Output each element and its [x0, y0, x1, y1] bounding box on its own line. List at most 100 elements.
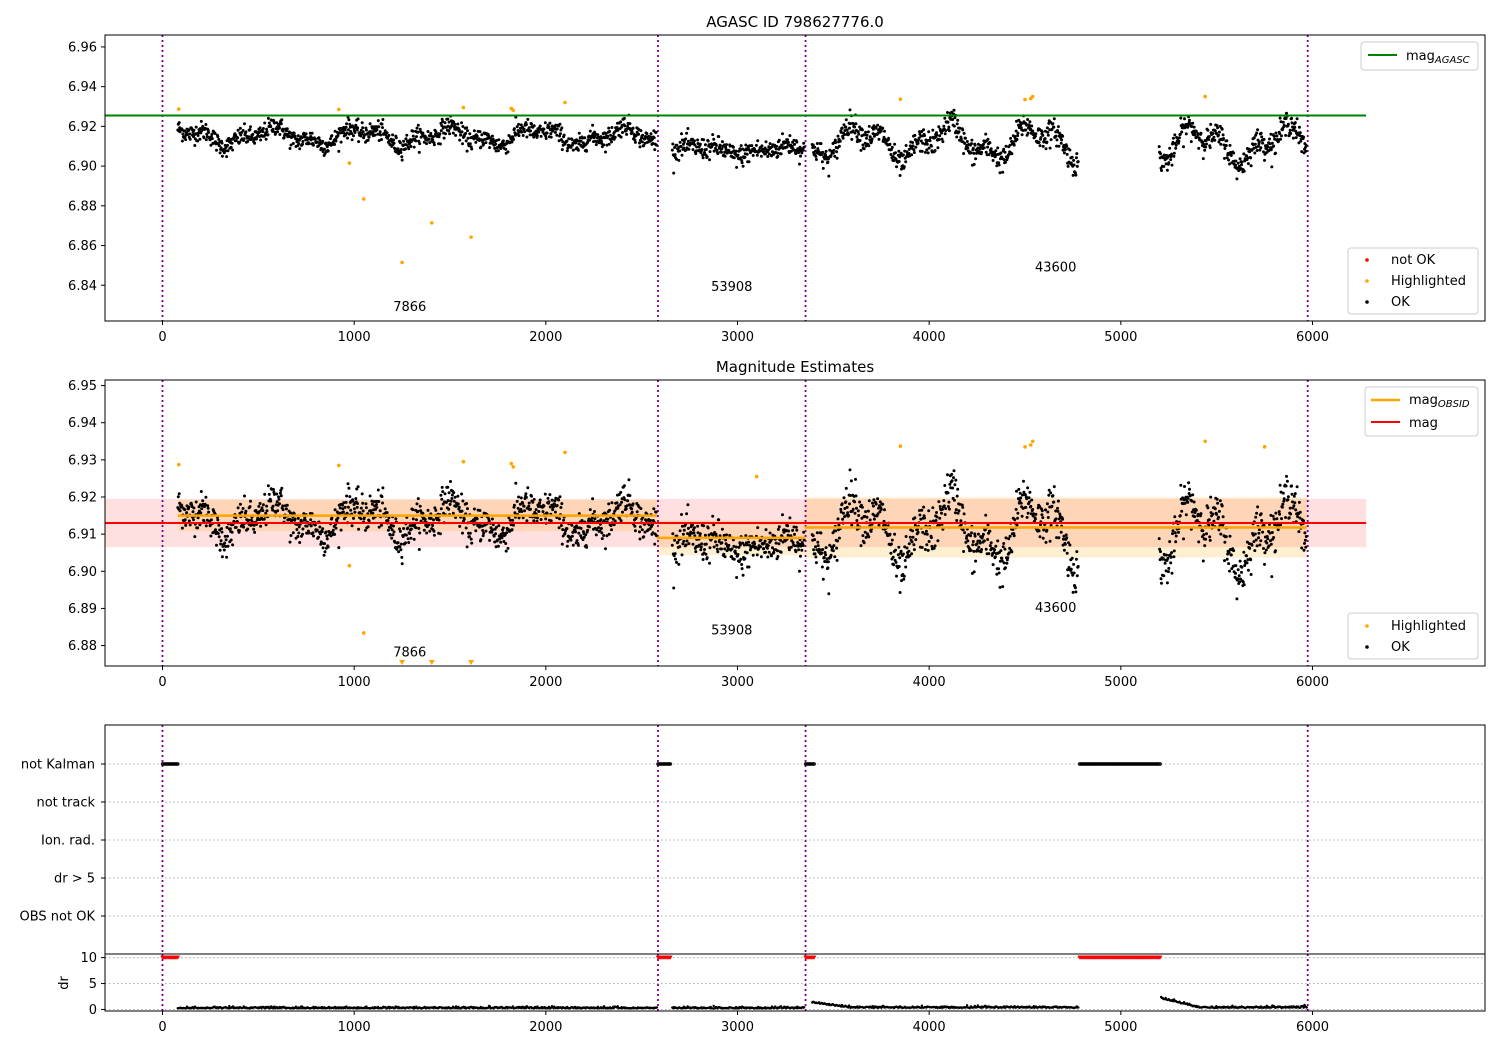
magest-point-457	[386, 519, 390, 522]
agasc-point-444	[380, 122, 384, 126]
magest-point-1155	[722, 533, 726, 537]
agasc-point-1897	[1071, 173, 1075, 177]
magest-point-316	[321, 546, 325, 550]
agasc-point-824	[555, 133, 559, 137]
agasc-point-1555	[914, 145, 918, 149]
magest-point-444	[380, 495, 384, 499]
magest-point-618	[460, 509, 464, 513]
magest-highlighted-point-4	[461, 459, 466, 464]
magest-point-2159	[1272, 517, 1276, 521]
magest-point-889	[585, 545, 589, 549]
magest-point-1708	[984, 547, 988, 551]
agasc-point-1838	[1044, 147, 1048, 151]
y-tick-label-5: 6.94	[68, 80, 97, 95]
magest-point-617	[460, 492, 464, 496]
magest-point-1985	[1192, 500, 1196, 504]
agasc-point-1449	[865, 133, 869, 137]
magest-point-544	[426, 508, 430, 512]
magest-point-677	[487, 519, 491, 523]
magest-point-2121	[1255, 511, 1259, 515]
magest-point-480	[397, 550, 401, 554]
magest-point-588	[446, 499, 450, 503]
agasc-point-2186	[1285, 111, 1288, 115]
magest-point-610	[456, 502, 460, 506]
magest-point-1182	[735, 576, 739, 579]
magest-point-784	[536, 505, 540, 508]
agasc-point-370	[346, 115, 350, 119]
magest-point-382	[352, 516, 355, 520]
magest-point-639	[470, 541, 474, 545]
agasc-highlighted-point-11	[898, 97, 903, 101]
magest-point-800	[544, 517, 548, 521]
magest-point-1115	[704, 552, 708, 556]
magest-point-754	[523, 509, 527, 513]
magest-point-1750	[1004, 566, 1007, 570]
x-tick-label-6: 6000	[1296, 330, 1329, 345]
magest-point-930	[604, 547, 607, 551]
magest-point-2093	[1242, 550, 1246, 554]
agasc-point-651	[475, 134, 479, 138]
magest-point-858	[570, 534, 574, 538]
magest-point-1542	[908, 554, 912, 558]
agasc-point-978	[626, 124, 630, 128]
magest-point-1717	[988, 544, 992, 548]
magest-point-136	[238, 502, 242, 506]
agasc-point-1245	[764, 152, 768, 156]
magest-point-1932	[1168, 540, 1172, 544]
agasc-point-2066	[1229, 153, 1233, 157]
agasc-point-1042	[670, 148, 674, 152]
magest-point-1235	[759, 538, 763, 542]
agasc-point-1087	[691, 148, 695, 152]
magest-point-1409	[847, 514, 851, 517]
magest-point-1477	[878, 510, 882, 514]
magest-point-691	[494, 532, 498, 536]
agasc-point-1830	[1040, 130, 1044, 134]
magest-point-1629	[948, 482, 952, 486]
magest-point-900	[590, 519, 594, 523]
agasc-point-1519	[897, 160, 901, 163]
magest-point-1376	[831, 549, 835, 553]
magest-point-2197	[1290, 484, 1294, 488]
magest-point-1807	[1030, 498, 1034, 502]
magest-point-341	[333, 532, 337, 536]
agasc-point-1311	[794, 152, 798, 156]
magest-point-1393	[839, 510, 843, 514]
magest-point-871	[576, 543, 580, 547]
magest-point-1874	[1061, 517, 1065, 521]
agasc-point-587	[446, 117, 450, 121]
magest-point-1141	[716, 550, 720, 554]
magest-point-350	[337, 546, 341, 550]
magest-point-803	[545, 511, 549, 515]
agasc-point-1496	[887, 136, 891, 140]
magest-point-558	[432, 533, 436, 537]
agasc-point-2158	[1272, 144, 1276, 148]
agasc-point-1020	[645, 132, 649, 136]
magest-point-1600	[935, 511, 938, 514]
agasc-highlighted-point-9	[511, 108, 516, 113]
magest-point-1823	[1037, 529, 1041, 533]
legend-highlighted-marker-2	[1365, 624, 1369, 628]
agasc-point-1587	[929, 136, 932, 140]
magest-point-1541	[907, 542, 911, 546]
magest-point-1364	[826, 566, 830, 570]
agasc-point-1698	[980, 150, 984, 154]
agasc-point-1275	[777, 138, 781, 142]
magest-point-1067	[682, 539, 686, 543]
magest-point-1665	[964, 536, 968, 540]
agasc-point-591	[448, 132, 452, 136]
agasc-point-1301	[789, 149, 793, 153]
magest-point-1449	[865, 515, 869, 519]
agasc-point-226	[280, 118, 284, 122]
y-tick-label-3: 6.90	[68, 160, 97, 175]
magest-point-2189	[1286, 498, 1290, 502]
agasc-point-1628	[947, 129, 951, 133]
magest-point-1412	[848, 468, 852, 472]
agasc-point-2229	[1304, 144, 1308, 147]
agasc-point-1842	[1046, 130, 1050, 134]
magest-point-37	[193, 535, 197, 539]
agasc-point-1794	[1024, 128, 1028, 132]
agasc-point-1740	[999, 151, 1003, 155]
magest-point-715	[505, 531, 509, 535]
magest-point-1419	[851, 507, 855, 511]
agasc-point-1579	[925, 148, 929, 152]
